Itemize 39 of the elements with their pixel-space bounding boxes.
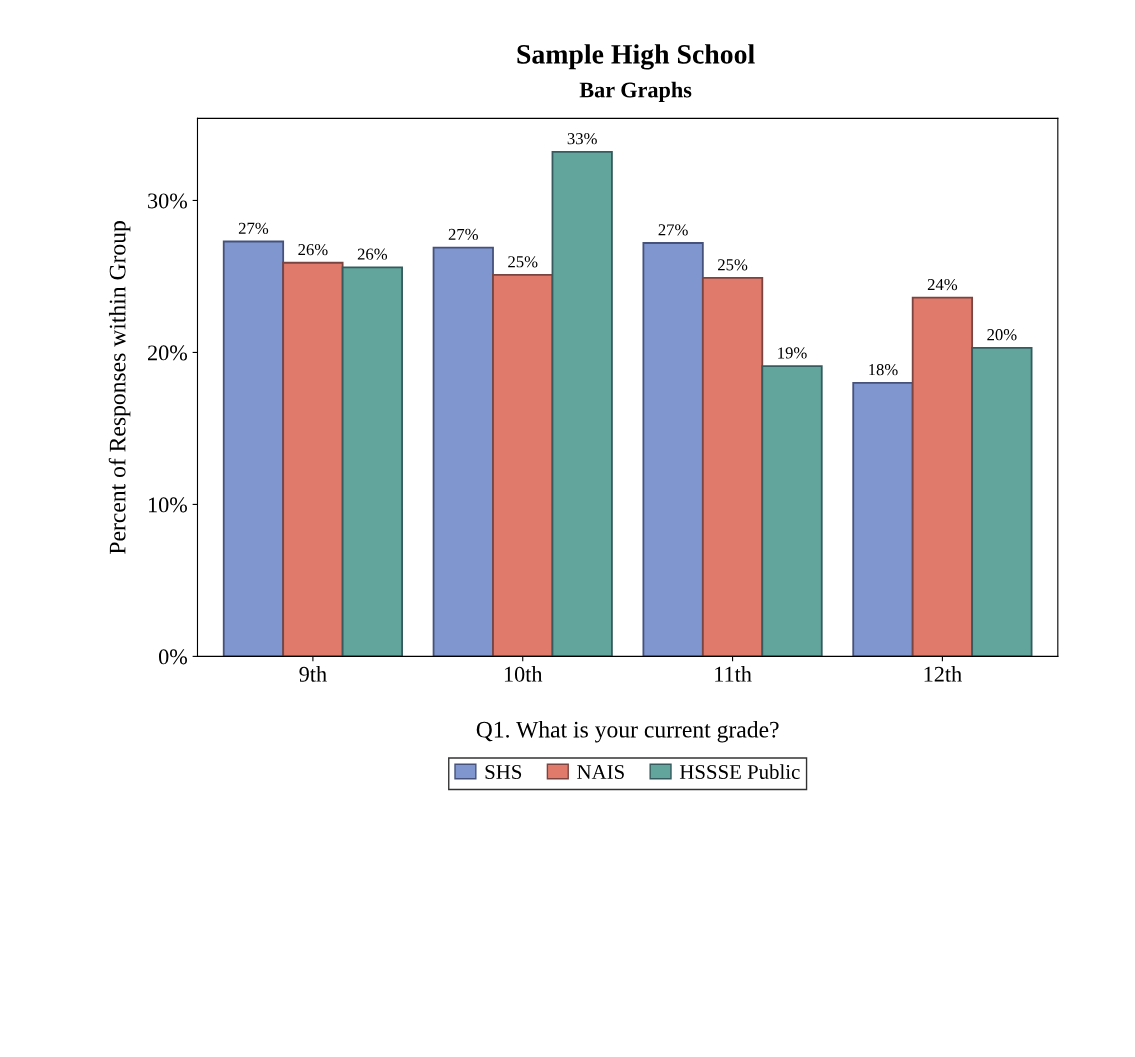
- bar: [551, 150, 613, 657]
- x-tick-label: 12th: [924, 666, 962, 682]
- bar: [492, 274, 554, 657]
- chart-title: Sample High School: [517, 44, 755, 70]
- chart-subtitle: Bar Graphs: [579, 81, 692, 102]
- legend-label: NAIS: [577, 765, 624, 779]
- bar: [701, 277, 764, 657]
- data-label: 27%: [448, 228, 478, 241]
- bar: [341, 266, 403, 657]
- data-label: 24%: [927, 278, 958, 291]
- legend-label: HSSSE Public: [679, 764, 800, 779]
- data-label: 27%: [238, 222, 269, 234]
- y-axis-title: Percent of Responses within Group: [108, 221, 131, 554]
- bar: [852, 381, 914, 657]
- bar: [971, 346, 1033, 657]
- bar: [761, 365, 823, 657]
- data-label: 26%: [298, 243, 328, 256]
- bar: [642, 242, 704, 657]
- x-tick-label: 9th: [299, 666, 327, 682]
- legend-label: SHS: [485, 765, 522, 779]
- data-label: 26%: [357, 248, 388, 260]
- data-label: 19%: [778, 347, 807, 359]
- data-label: 20%: [987, 329, 1017, 341]
- data-label: 27%: [658, 224, 688, 236]
- bar: [282, 261, 344, 657]
- x-axis-title: Q1. What is your current grade?: [476, 720, 779, 743]
- data-label: 18%: [869, 364, 898, 376]
- y-tick-label: 30%: [148, 193, 188, 209]
- bar: [432, 246, 494, 657]
- bar: [222, 240, 285, 657]
- y-tick-label: 0%: [158, 649, 188, 665]
- x-tick-label: 10th: [504, 666, 543, 682]
- data-label: 33%: [567, 133, 597, 145]
- x-tick-label: 11th: [715, 666, 752, 682]
- data-label: 25%: [718, 259, 748, 271]
- bar: [911, 296, 974, 657]
- y-tick-label: 20%: [148, 345, 188, 361]
- data-label: 25%: [508, 256, 538, 268]
- y-tick-label: 10%: [148, 497, 188, 513]
